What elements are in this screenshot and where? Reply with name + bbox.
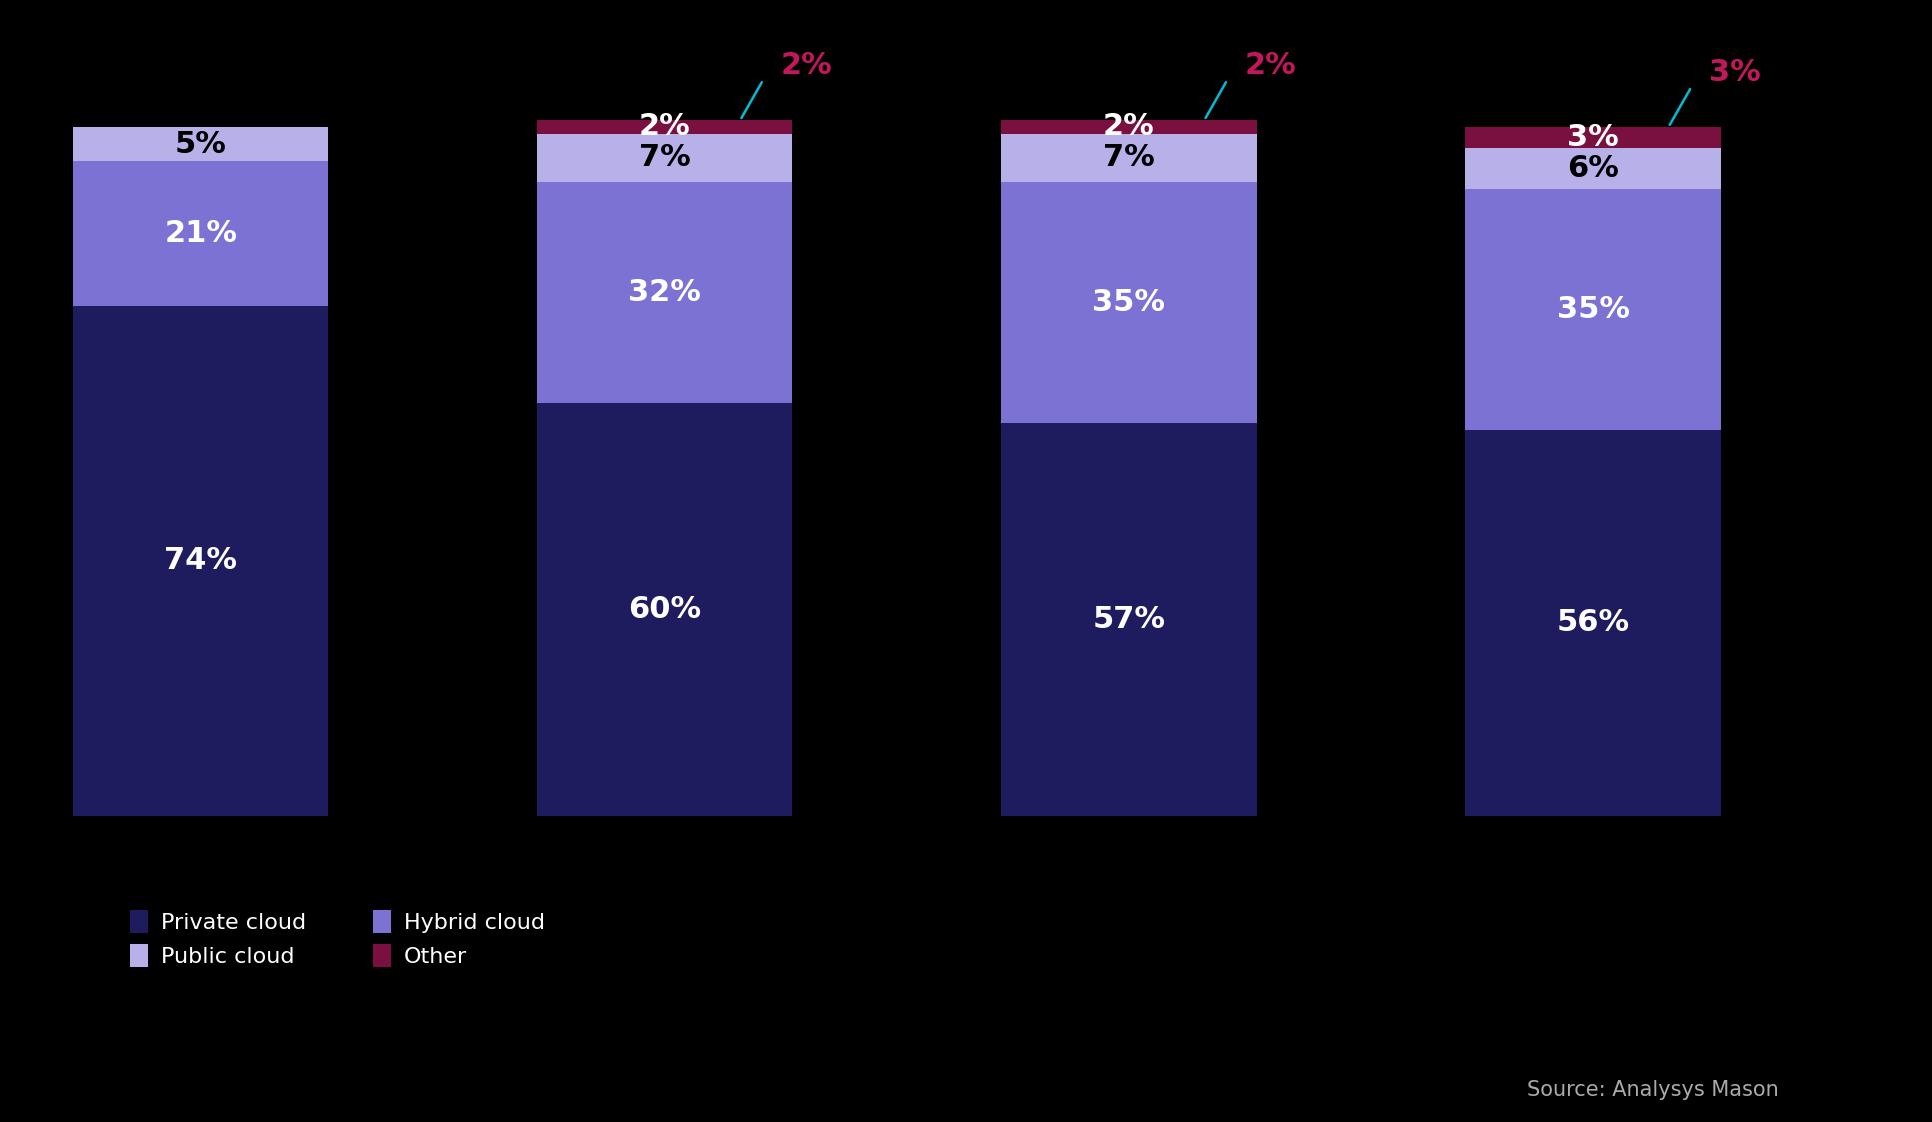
Bar [1001, 423, 1256, 816]
Bar [1001, 120, 1256, 134]
Text: 56%: 56% [1555, 608, 1629, 637]
Bar [537, 403, 792, 816]
Bar [537, 134, 792, 182]
Text: 2%: 2% [1244, 52, 1296, 80]
Bar [537, 182, 792, 403]
Bar [1464, 127, 1719, 148]
Bar [1001, 182, 1256, 423]
Bar [1464, 430, 1719, 816]
Bar [1001, 134, 1256, 182]
Bar [1464, 148, 1719, 188]
Bar [1464, 188, 1719, 430]
Text: 60%: 60% [628, 595, 701, 624]
Bar [537, 120, 792, 134]
Legend: Private cloud, Public cloud, Hybrid cloud, Other: Private cloud, Public cloud, Hybrid clou… [122, 901, 554, 976]
Text: 32%: 32% [628, 278, 701, 306]
Text: 35%: 35% [1555, 295, 1629, 324]
Text: 7%: 7% [639, 144, 690, 173]
Text: 21%: 21% [164, 219, 238, 248]
Text: 3%: 3% [1708, 58, 1760, 88]
Bar [73, 127, 328, 162]
Text: Source: Analysys Mason: Source: Analysys Mason [1526, 1079, 1777, 1100]
Text: 3%: 3% [1567, 122, 1619, 151]
Text: 5%: 5% [174, 130, 226, 158]
Text: 7%: 7% [1103, 144, 1153, 173]
Text: 2%: 2% [1103, 112, 1153, 141]
Text: 2%: 2% [781, 52, 831, 80]
Text: 74%: 74% [164, 546, 238, 576]
Text: 2%: 2% [639, 112, 690, 141]
Text: 35%: 35% [1092, 288, 1165, 318]
Bar [73, 162, 328, 306]
Text: 6%: 6% [1567, 154, 1619, 183]
Bar [73, 306, 328, 816]
Text: 57%: 57% [1092, 605, 1165, 634]
